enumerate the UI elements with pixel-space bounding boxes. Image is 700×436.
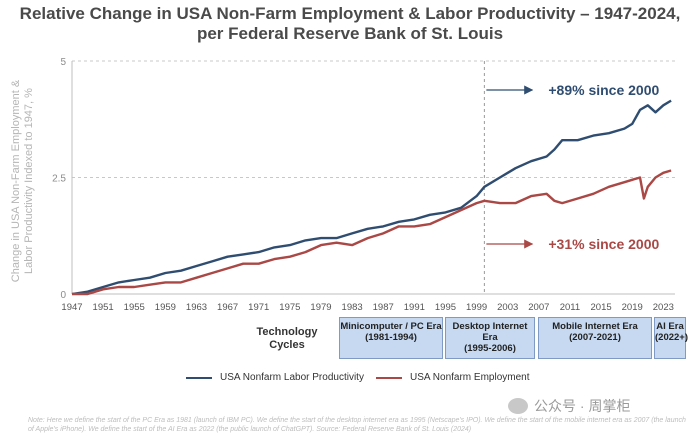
legend-label: USA Nonfarm Employment xyxy=(410,372,530,383)
x-tick-label: 1963 xyxy=(186,302,207,313)
x-tick-label: 1967 xyxy=(217,302,238,313)
y-axis-label: Change in USA Non-Farm Employment & Labo… xyxy=(10,79,35,283)
footnote: Note: Here we define the start of the PC… xyxy=(28,417,686,433)
legend-label: USA Nonfarm Labor Productivity xyxy=(220,372,364,383)
x-tick-label: 2015 xyxy=(591,302,612,313)
era-box-pc: Minicomputer / PC Era (1981-1994) xyxy=(339,317,443,359)
x-tick-label: 2003 xyxy=(497,302,518,313)
x-tick-label: 1987 xyxy=(373,302,394,313)
x-tick-label: 1971 xyxy=(248,302,269,313)
technology-cycles-label: Technology Cycles xyxy=(256,326,318,351)
x-tick-label: 1991 xyxy=(404,302,425,313)
era-years: (2022+) xyxy=(655,332,689,343)
x-tick-label: 2019 xyxy=(622,302,643,313)
era-years: (2007-2021) xyxy=(569,332,621,343)
x-tick-label: 1983 xyxy=(342,302,363,313)
era-name: Minicomputer / PC Era xyxy=(340,321,442,332)
y-tick-label: 0 xyxy=(60,290,66,301)
x-tick-label: 1959 xyxy=(155,302,176,313)
chart-title-line1: Relative Change in USA Non-Farm Employme… xyxy=(19,4,681,23)
x-tick-label: 1955 xyxy=(124,302,145,313)
era-years: (1981-1994) xyxy=(365,332,417,343)
x-tick-label: 1947 xyxy=(61,302,82,313)
legend-item-productivity: USA Nonfarm Labor Productivity xyxy=(186,372,364,383)
x-tick-label: 1995 xyxy=(435,302,456,313)
annotation-label: +31% since 2000 xyxy=(548,236,659,252)
x-tick-label: 1975 xyxy=(279,302,300,313)
era-name: AI Era xyxy=(656,321,684,332)
legend-swatch xyxy=(376,376,402,379)
legend-swatch xyxy=(186,376,212,379)
x-tick-label: 1979 xyxy=(310,302,331,313)
y-tick-label: 5 xyxy=(60,57,66,68)
era-box-desktop-internet: Desktop Internet Era (1995-2006) xyxy=(445,317,535,359)
chart-title-line2: per Federal Reserve Bank of St. Louis xyxy=(196,24,504,43)
legend-item-employment: USA Nonfarm Employment xyxy=(376,372,530,383)
watermark: 公众号 · 周掌柜 xyxy=(508,396,630,416)
x-tick-label: 1999 xyxy=(466,302,487,313)
watermark-text: 公众号 · 周掌柜 xyxy=(534,398,631,414)
x-tick-label: 1951 xyxy=(93,302,114,313)
x-tick-label: 2007 xyxy=(528,302,549,313)
era-name: Desktop Internet Era xyxy=(452,321,528,343)
series-line-employment xyxy=(72,169,672,296)
x-tick-label: 2023 xyxy=(653,302,674,313)
era-box-ai: AI Era (2022+) xyxy=(654,317,689,359)
era-box-mobile-internet: Mobile Internet Era (2007-2021) xyxy=(538,317,652,359)
x-tick-label: 2011 xyxy=(560,302,580,313)
annotation-label: +89% since 2000 xyxy=(548,82,659,98)
era-years: (1995-2006) xyxy=(464,343,516,354)
wechat-icon xyxy=(508,398,528,414)
era-name: Mobile Internet Era xyxy=(552,321,638,332)
y-tick-label: 2.5 xyxy=(52,174,66,185)
series-line-productivity xyxy=(71,99,672,296)
